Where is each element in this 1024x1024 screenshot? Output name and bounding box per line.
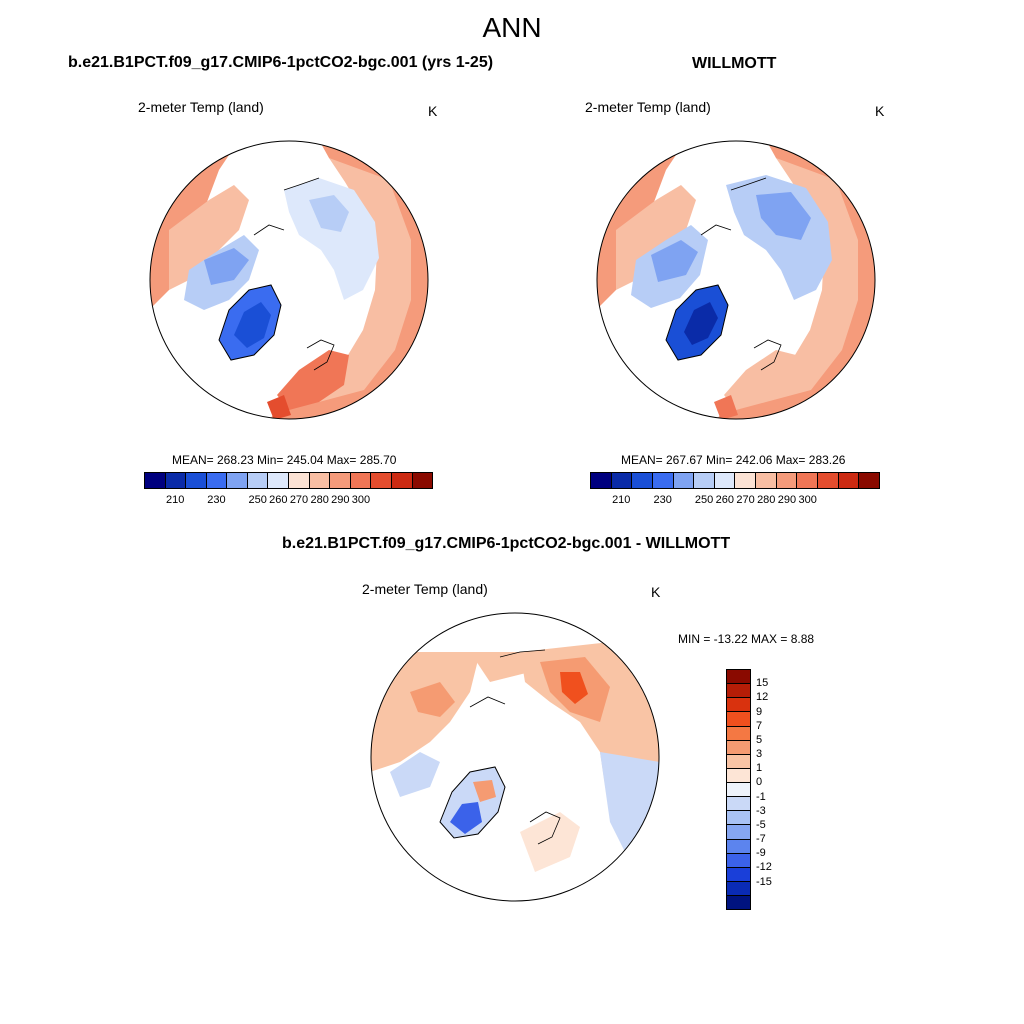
colorbar-tick-label: 1 [756,762,763,775]
colorbar-swatch [206,473,228,488]
colorbar-swatch [186,473,207,488]
colorbar-swatch [727,754,750,769]
colorbar-swatch [838,473,860,488]
colorbar-swatch [727,726,750,741]
panel-2-colorbar [590,472,880,489]
colorbar-tick-label: 290 [777,494,797,506]
colorbar-tick-label: -3 [756,804,766,817]
colorbar-swatch [145,473,166,488]
panel-1-polar-map [149,140,429,420]
colorbar-tick-label: -12 [756,861,772,874]
colorbar-swatch [727,684,750,699]
colorbar-tick-label: 260 [715,494,734,506]
colorbar-swatch [591,473,612,488]
colorbar-tick-label: 270 [736,494,755,506]
colorbar-tick-label: 280 [310,494,329,506]
colorbar-swatch [632,473,653,488]
colorbar-tick-label: 9 [756,705,763,718]
colorbar-swatch [727,811,750,826]
colorbar-tick-label: 300 [798,494,817,506]
panel-3-variable-label: 2-meter Temp (land) [362,581,488,597]
colorbar-swatch [727,740,750,755]
panel-2-title: WILLMOTT [692,55,777,72]
panel-2-stats: MEAN= 267.67 Min= 242.06 Max= 283.26 [621,453,846,467]
figure-title: ANN [482,12,542,43]
colorbar-tick-label: 300 [351,494,371,506]
colorbar-tick-label: 280 [757,494,776,506]
colorbar-swatch [268,473,290,488]
colorbar-swatch [330,473,351,488]
colorbar-swatch [797,473,819,488]
colorbar-swatch [673,473,695,488]
colorbar-swatch [818,473,839,488]
colorbar-swatch [727,825,750,840]
colorbar-tick-label: -5 [756,818,766,831]
colorbar-swatch [727,698,750,713]
colorbar-swatch [247,473,269,488]
colorbar-tick-label: -15 [756,875,772,888]
colorbar-tick-label: -7 [756,833,766,846]
panel-2-colorbar-ticks: 210 230 250 260 270 280 290 300 [590,494,880,508]
panel-3-colorbar-ticks: 15 12 9 7 5 3 1 0 -1 -3 -5 -7 -9 -12 -15 [756,669,796,910]
colorbar-tick-label: 0 [756,776,763,789]
panel-1-variable-label: 2-meter Temp (land) [138,99,264,115]
colorbar-swatch [350,473,372,488]
panel-2-variable-label: 2-meter Temp (land) [585,99,711,115]
colorbar-swatch [714,473,736,488]
colorbar-swatch [652,473,674,488]
colorbar-swatch [727,797,750,812]
panel-1-title: b.e21.B1PCT.f09_g17.CMIP6-1pctCO2-bgc.00… [68,54,494,71]
colorbar-tick-label: 250 [694,494,714,506]
colorbar-tick-label: 270 [289,494,309,506]
colorbar-tick-label: 260 [269,494,288,506]
colorbar-tick-label: 12 [756,691,769,704]
colorbar-swatch [735,473,757,488]
panel-1-colorbar [144,472,433,489]
colorbar-swatch [309,473,331,488]
panel-1-units-label: K [428,103,438,119]
colorbar-tick-label: 230 [653,494,672,506]
panel-2-units-label: K [875,103,885,119]
panel-3-title: b.e21.B1PCT.f09_g17.CMIP6-1pctCO2-bgc.00… [282,535,731,552]
panel-3-colorbar [726,669,751,910]
panel-3-stats: MIN = -13.22 MAX = 8.88 [678,632,815,646]
panel-3-units-label: K [651,584,661,600]
colorbar-swatch [727,839,750,854]
colorbar-swatch [727,670,750,685]
panel-1-stats: MEAN= 268.23 Min= 245.04 Max= 285.70 [172,453,397,467]
colorbar-swatch [611,473,633,488]
colorbar-tick-label: 290 [331,494,350,506]
colorbar-swatch [727,783,750,798]
colorbar-tick-label: 7 [756,719,763,732]
colorbar-swatch [727,712,750,727]
colorbar-tick-label: 230 [207,494,226,506]
colorbar-swatch [727,867,750,882]
colorbar-swatch [859,473,879,488]
colorbar-tick-label: 15 [756,677,769,690]
colorbar-swatch [412,473,433,488]
colorbar-swatch [727,881,750,896]
colorbar-tick-label: 5 [756,733,763,746]
colorbar-tick-label: 210 [612,494,631,506]
panel-2-polar-map [596,140,876,420]
panel-1-colorbar-ticks: 210 230 250 260 270 280 290 300 [144,494,433,508]
colorbar-tick-label: 250 [248,494,267,506]
colorbar-swatch [776,473,798,488]
colorbar-swatch [165,473,187,488]
colorbar-swatch [391,473,413,488]
colorbar-swatch [727,768,750,783]
colorbar-swatch [227,473,248,488]
colorbar-tick-label: -9 [756,847,766,860]
colorbar-tick-label: -1 [756,790,766,803]
colorbar-swatch [694,473,715,488]
colorbar-tick-label: 210 [165,494,185,506]
colorbar-tick-label: 3 [756,748,763,761]
colorbar-swatch [756,473,777,488]
colorbar-swatch [289,473,310,488]
panel-3-polar-map [370,612,660,902]
colorbar-swatch [727,896,750,910]
colorbar-swatch [371,473,392,488]
colorbar-swatch [727,853,750,868]
